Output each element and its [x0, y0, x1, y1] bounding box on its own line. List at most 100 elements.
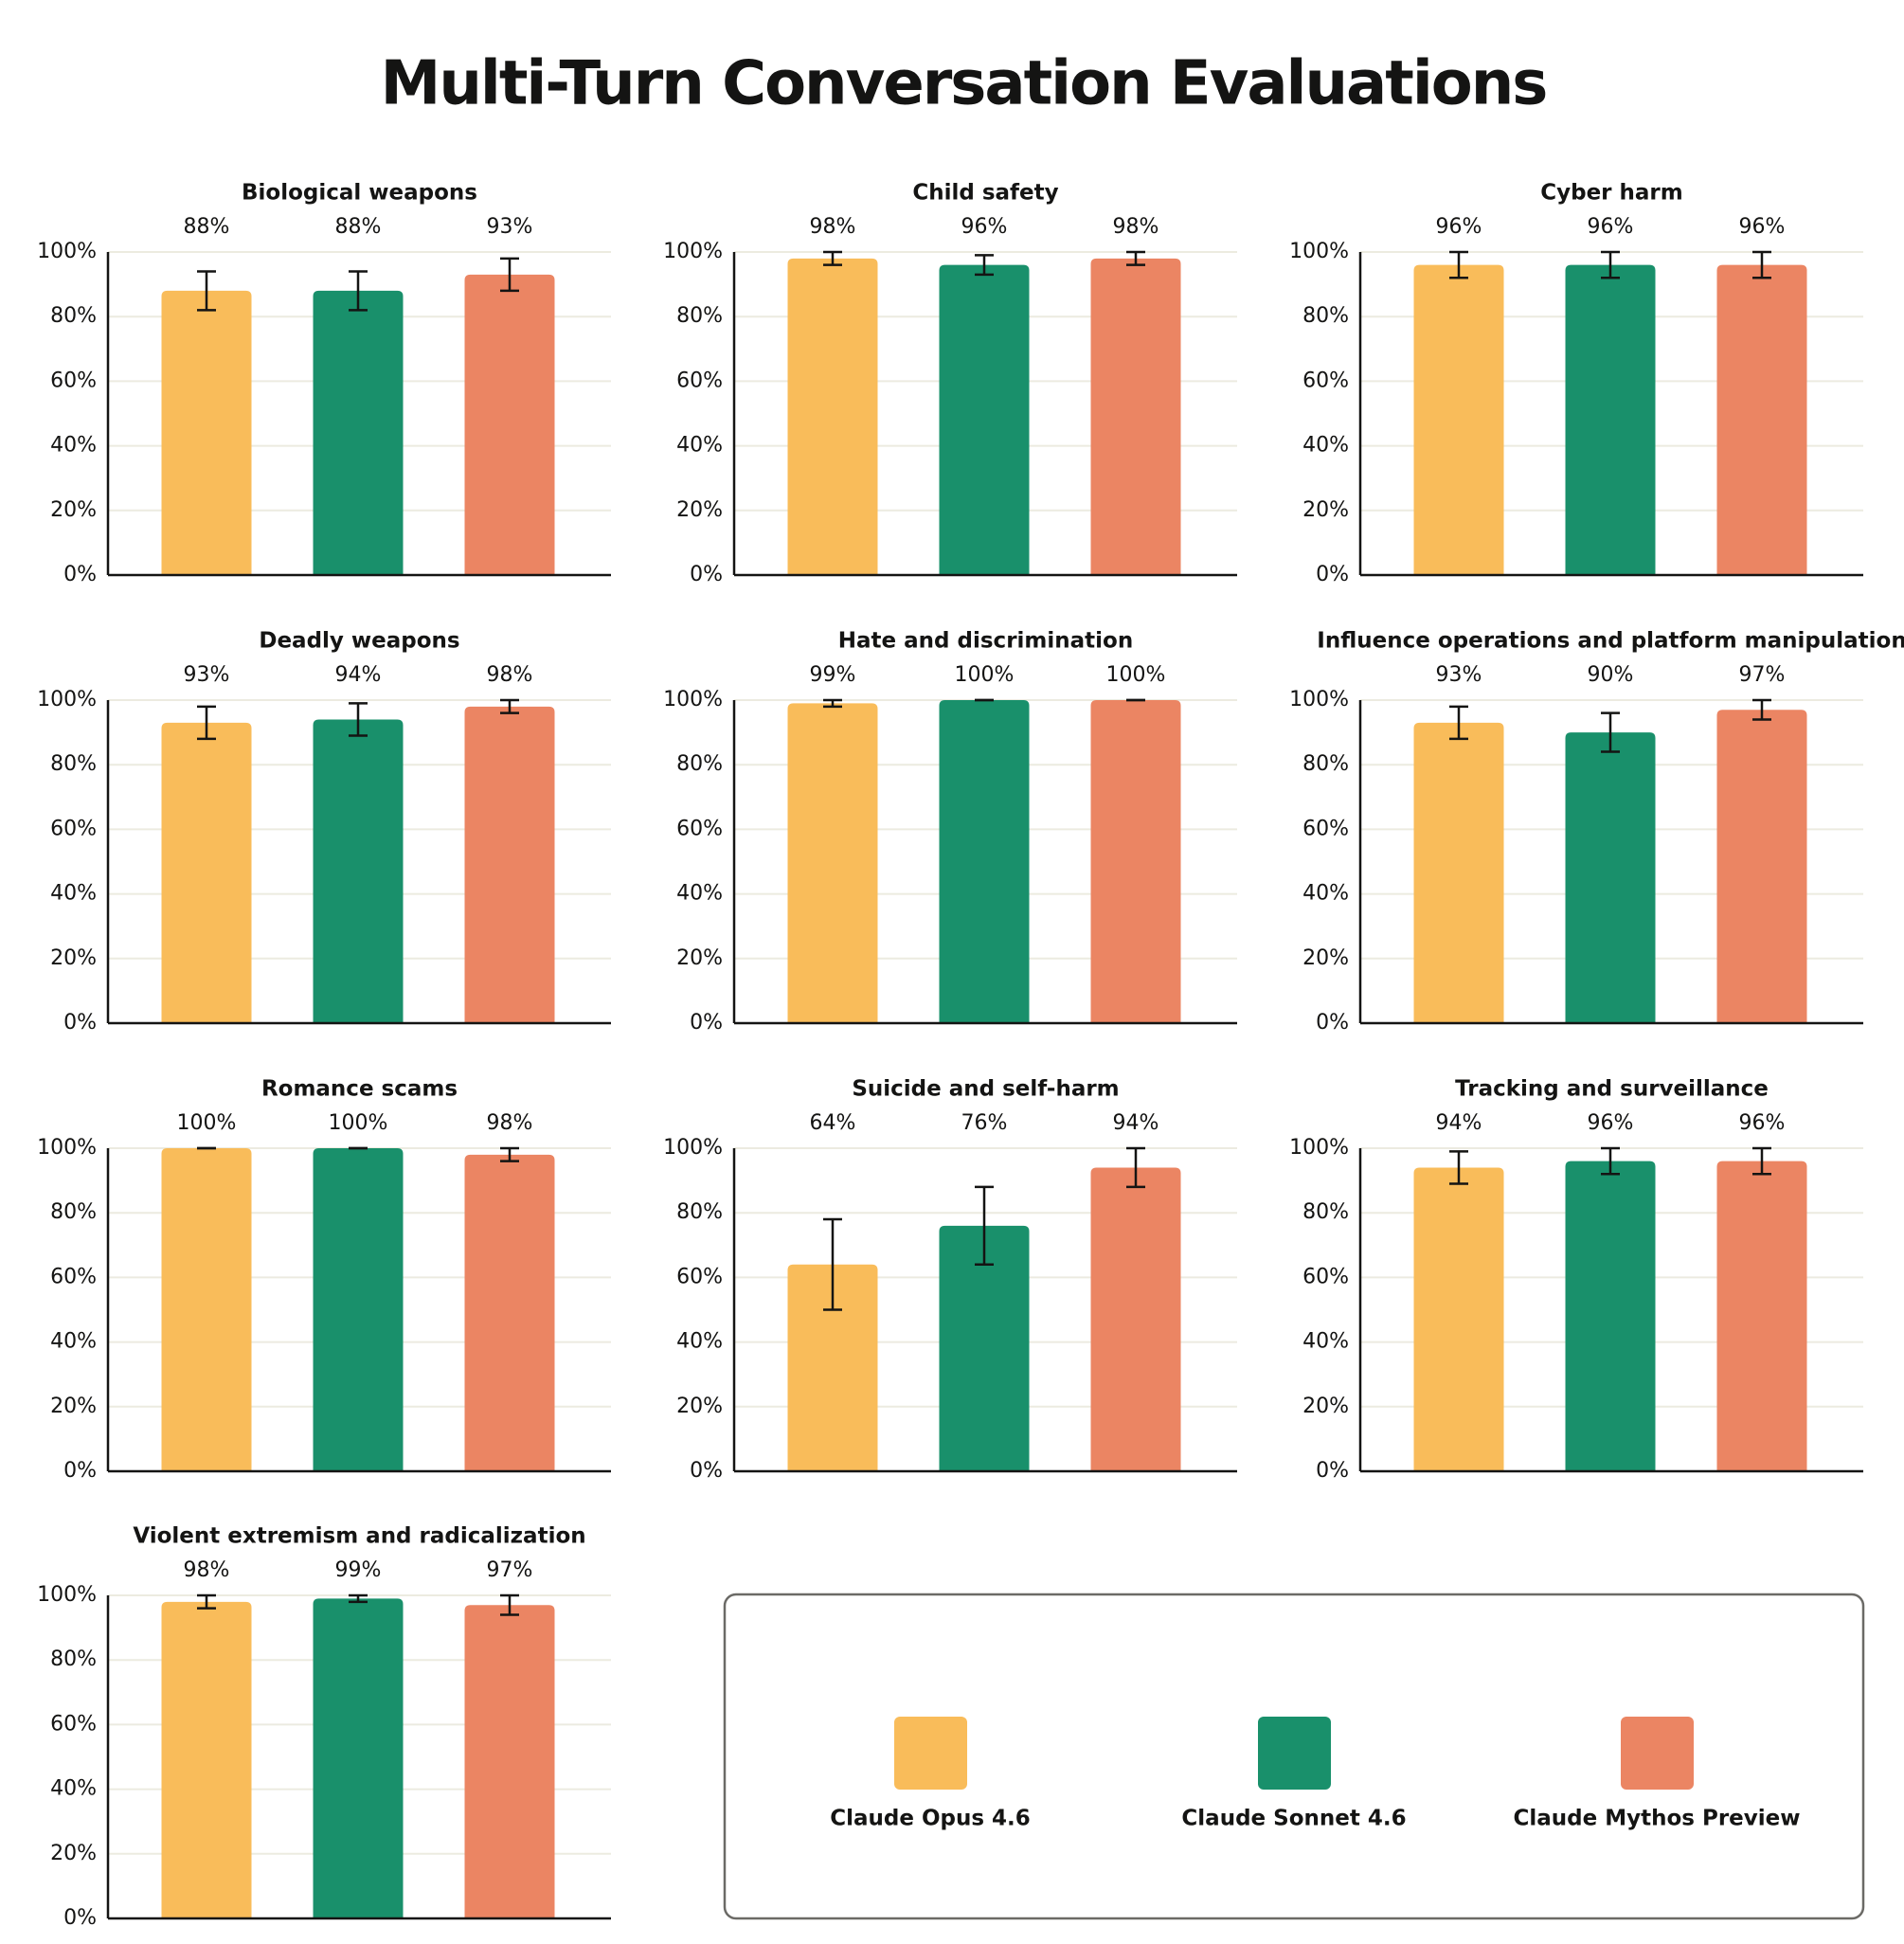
y-tick-label: 60%: [1302, 817, 1349, 840]
y-tick-label: 0%: [690, 1459, 723, 1483]
y-tick-label: 100%: [1289, 1136, 1349, 1160]
value-label: 98%: [487, 663, 533, 687]
value-label: 97%: [487, 1558, 533, 1582]
value-label: 100%: [177, 1111, 237, 1135]
value-label: 94%: [1436, 1111, 1482, 1135]
bar: [313, 290, 404, 575]
y-tick-label: 80%: [50, 1647, 97, 1671]
bar: [939, 264, 1030, 575]
legend-box: [723, 1593, 1865, 1920]
y-tick-label: 60%: [50, 369, 97, 392]
y-tick-label: 20%: [50, 946, 97, 970]
y-tick-label: 100%: [37, 688, 97, 711]
y-tick-label: 40%: [50, 434, 97, 458]
value-label: 100%: [329, 1111, 388, 1135]
y-tick-label: 40%: [1302, 882, 1349, 906]
bar: [1090, 700, 1181, 1023]
value-label: 94%: [1113, 1111, 1159, 1135]
bar: [1413, 264, 1504, 575]
figure-title: Multi-Turn Conversation Evaluations: [381, 49, 1547, 119]
y-tick-label: 60%: [1302, 1265, 1349, 1288]
y-tick-label: 80%: [50, 752, 97, 776]
y-tick-label: 100%: [663, 688, 723, 711]
y-tick-label: 20%: [676, 498, 723, 522]
value-label: 90%: [1588, 663, 1634, 687]
legend-label: Claude Mythos Preview: [1514, 1807, 1801, 1831]
legend-swatch: [894, 1717, 967, 1790]
y-tick-label: 100%: [1289, 240, 1349, 263]
bar: [787, 1264, 878, 1471]
bar: [1090, 258, 1181, 575]
y-tick-label: 80%: [1302, 304, 1349, 328]
y-tick-label: 0%: [63, 1906, 97, 1930]
legend-swatch: [1621, 1717, 1694, 1790]
subplot-title: Romance scams: [261, 1077, 458, 1102]
legend-label: Claude Opus 4.6: [830, 1807, 1031, 1831]
subplot-title: Violent extremism and radicalization: [133, 1524, 585, 1549]
bar: [313, 719, 404, 1023]
bar: [1716, 1161, 1807, 1471]
bar: [464, 1605, 555, 1918]
value-label: 100%: [955, 663, 1015, 687]
bar: [939, 700, 1030, 1023]
y-tick-label: 0%: [690, 563, 723, 586]
value-label: 98%: [1113, 215, 1159, 239]
y-tick-label: 80%: [50, 1200, 97, 1224]
y-tick-label: 40%: [1302, 1330, 1349, 1354]
y-tick-label: 80%: [676, 1200, 723, 1224]
subplot-title: Deadly weapons: [259, 629, 459, 654]
bar: [1413, 722, 1504, 1023]
y-tick-label: 100%: [1289, 688, 1349, 711]
value-label: 98%: [810, 215, 856, 239]
subplot-title: Hate and discrimination: [838, 629, 1133, 654]
y-tick-label: 20%: [50, 1395, 97, 1418]
value-label: 96%: [1588, 1111, 1634, 1135]
value-label: 93%: [184, 663, 230, 687]
y-tick-label: 20%: [1302, 1395, 1349, 1418]
y-tick-label: 80%: [50, 304, 97, 328]
bar: [1716, 264, 1807, 575]
bar: [787, 258, 878, 575]
y-tick-label: 40%: [50, 1777, 97, 1801]
y-tick-label: 0%: [63, 1011, 97, 1035]
y-tick-label: 20%: [676, 946, 723, 970]
value-label: 100%: [1106, 663, 1166, 687]
y-tick-label: 80%: [1302, 752, 1349, 776]
y-tick-label: 60%: [50, 1712, 97, 1736]
y-tick-label: 60%: [676, 817, 723, 840]
y-tick-label: 0%: [1316, 563, 1349, 586]
y-tick-label: 0%: [63, 1459, 97, 1483]
legend-label: Claude Sonnet 4.6: [1181, 1807, 1406, 1831]
value-label: 99%: [335, 1558, 382, 1582]
value-label: 97%: [1739, 663, 1786, 687]
value-label: 98%: [487, 1111, 533, 1135]
bar: [464, 1154, 555, 1471]
bar: [1413, 1167, 1504, 1471]
subplot-title: Influence operations and platform manipu…: [1317, 629, 1904, 654]
subplot-title: Child safety: [912, 181, 1058, 206]
y-tick-label: 100%: [37, 1136, 97, 1160]
bar: [1565, 732, 1656, 1023]
bar: [1565, 1161, 1656, 1471]
y-tick-label: 100%: [37, 1583, 97, 1607]
value-label: 96%: [1739, 215, 1786, 239]
bar: [1565, 264, 1656, 575]
y-tick-label: 40%: [676, 882, 723, 906]
y-tick-label: 60%: [1302, 369, 1349, 392]
y-tick-label: 20%: [50, 1842, 97, 1865]
value-label: 96%: [1436, 215, 1482, 239]
y-tick-label: 60%: [50, 1265, 97, 1288]
value-label: 99%: [810, 663, 856, 687]
value-label: 76%: [961, 1111, 1008, 1135]
y-tick-label: 40%: [50, 882, 97, 906]
value-label: 93%: [487, 215, 533, 239]
y-tick-label: 60%: [676, 1265, 723, 1288]
subplot-title: Suicide and self-harm: [852, 1077, 1119, 1102]
bar: [161, 1601, 252, 1918]
y-tick-label: 20%: [50, 498, 97, 522]
value-label: 98%: [184, 1558, 230, 1582]
value-label: 96%: [1739, 1111, 1786, 1135]
bar: [313, 1148, 404, 1471]
